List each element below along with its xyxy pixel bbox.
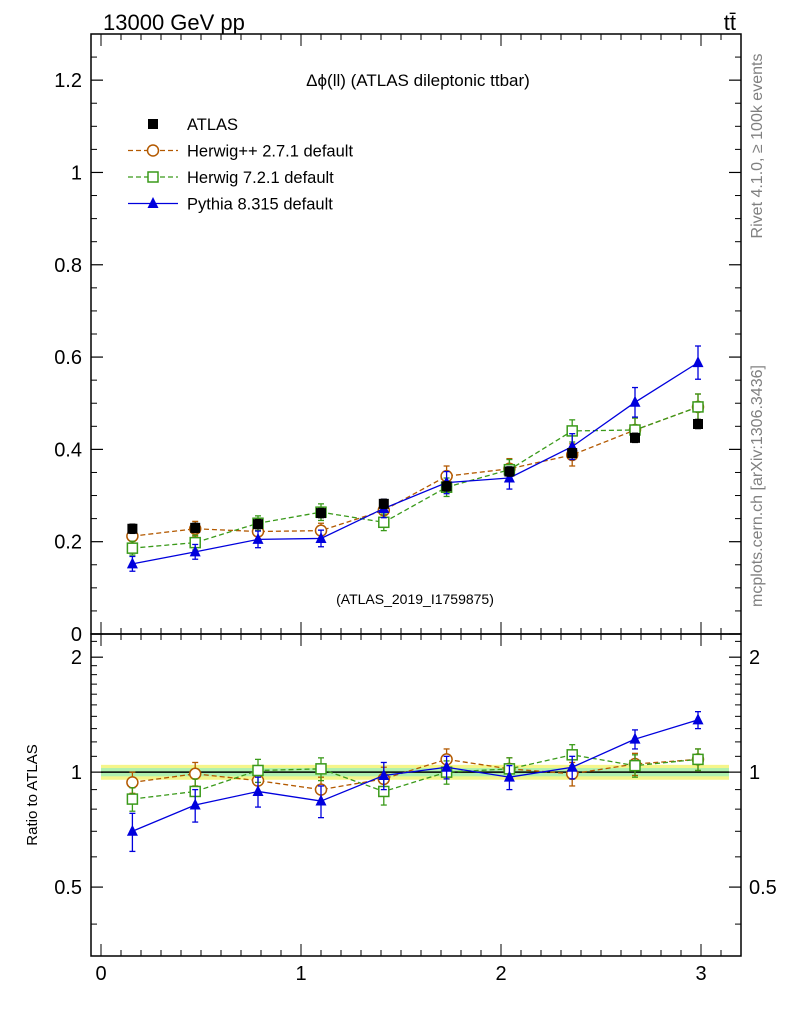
ratio-series [126, 711, 705, 853]
main-herwig-7-2-1-default-point [378, 516, 390, 529]
process-label: tt̄ [724, 10, 736, 35]
legend-herwig-7-2-1-default-marker [147, 171, 159, 183]
main-atlas-point [316, 508, 326, 519]
ratio-y-tick-label-right: 0.5 [749, 877, 777, 899]
ratio-herwig-7-2-1-default-point [126, 793, 139, 805]
ratio-y-axis-label: Ratio to ATLAS [24, 744, 41, 845]
ratio-axis-ticks [91, 634, 742, 956]
ratio-y-tick-label-right: 1 [749, 762, 760, 784]
main-pythia-8-315-default-point [315, 531, 327, 543]
ratio-herwig-7-2-1-default-point [315, 763, 327, 775]
main-atlas-point [693, 419, 703, 429]
ratio-pythia-8-315-default-point [252, 784, 264, 796]
main-series [126, 345, 705, 572]
main-atlas-point [504, 466, 515, 477]
ratio-herwig-2-7-1-default-point [188, 767, 202, 781]
ratio-y-tick-labels: 0.5 0.5 1 1 2 2 [54, 647, 777, 899]
main-axis-ticks [91, 34, 742, 635]
legend-herwig-2-7-1-default-label: Herwig++ 2.7.1 default [187, 143, 353, 161]
legend: ATLAS Herwig++ 2.7.1 default Herwig 7.2.1 … [128, 116, 353, 214]
ratio-herwig-2-7-1-default-point [126, 776, 139, 789]
ratio-pythia-8-315-default-point [503, 770, 515, 782]
ratio-herwig-7-2-1-default-point [692, 753, 704, 766]
chart-title: Δϕ(ll) (ATLAS dileptonic ttbar) [306, 71, 530, 90]
y-tick-label: 0 [71, 624, 82, 646]
x-tick-label: 2 [495, 963, 506, 985]
ratio-pythia-8-315-default-point [315, 794, 327, 806]
y-tick-label: 0.8 [54, 255, 82, 277]
mcplots-label: mcplots.cern.ch [arXiv:1306.3436] [749, 365, 766, 607]
main-pythia-8-315-default-point [503, 471, 515, 483]
ratio-pythia-8-315-default-point [378, 768, 390, 780]
main-pythia-8-315-default-point [629, 395, 641, 407]
main-atlas-point [190, 522, 201, 533]
main-herwig-7-2-1-default-line [132, 406, 699, 549]
y-tick-label: 1.2 [54, 70, 82, 92]
main-herwig-2-7-1-default-line [132, 406, 699, 537]
main-pythia-8-315-default-point [189, 545, 201, 557]
main-atlas-point [378, 498, 389, 509]
rivet-label: Rivet 4.1.0, ≥ 100k events [749, 54, 766, 239]
legend-atlas-label: ATLAS [187, 116, 238, 134]
y-tick-label: 1 [71, 162, 82, 184]
ratio-frame [90, 633, 742, 957]
ratio-pythia-8-315-default-point [189, 798, 201, 810]
x-tick-label: 0 [95, 963, 106, 985]
x-tick-label: 1 [295, 963, 306, 985]
ratio-herwig-7-2-1-default-line [132, 754, 699, 800]
ratio-panel: 0.5 0.5 1 1 2 2 0 1 2 3 Ratio to ATLAS [24, 633, 777, 985]
ratio-y-tick-label: 1 [71, 762, 82, 784]
ratio-pythia-8-315-default-point [629, 732, 641, 744]
ratio-pythia-8-315-default-point [126, 824, 138, 836]
main-pythia-8-315-default-point [126, 557, 138, 569]
main-atlas-point [127, 523, 138, 534]
main-pythia-8-315-default-point [252, 532, 264, 544]
main-atlas-point [441, 481, 452, 492]
main-herwig-7-2-1-default-point [126, 542, 139, 554]
ratio-pythia-8-315-default-point [441, 760, 453, 772]
ratio-pythia-8-315-default-line [132, 719, 699, 832]
main-y-tick-labels: 0 0.2 0.4 0.6 0.8 1 1.2 [54, 70, 82, 646]
y-tick-label: 0.6 [54, 347, 82, 369]
ratio-pythia-8-315-default-point [566, 760, 578, 772]
ratio-herwig-7-2-1-default-point [252, 764, 264, 777]
x-tick-labels: 0 1 2 3 [95, 963, 706, 985]
main-herwig-7-2-1-default-point [692, 401, 704, 413]
ratio-herwig-7-2-1-default-point [629, 759, 641, 772]
energy-label: 13000 GeV pp [103, 10, 245, 35]
ratio-pythia-8-315-default-point [692, 713, 704, 725]
ratio-y-tick-label: 2 [71, 647, 82, 669]
analysis-watermark: (ATLAS_2019_I1759875) [336, 591, 494, 607]
legend-pythia-8-315-default-label: Pythia 8.315 default [187, 196, 333, 214]
y-tick-label: 0.4 [54, 439, 82, 461]
legend-pythia-8-315-default-marker [147, 197, 159, 208]
main-atlas-point [253, 519, 263, 530]
main-pythia-8-315-default-point [692, 356, 704, 368]
main-pythia-8-315-default-line [132, 362, 699, 565]
ratio-y-tick-label: 0.5 [54, 877, 82, 899]
main-atlas-point [567, 448, 578, 459]
legend-herwig-2-7-1-default-marker [146, 144, 160, 157]
main-panel: 0 0.2 0.4 0.6 0.8 1 1.2 Δϕ(ll) (ATLAS dilepton… [54, 33, 742, 646]
x-tick-label: 3 [695, 963, 706, 985]
ratio-y-tick-label-right: 2 [749, 647, 760, 669]
main-atlas-point [630, 432, 640, 443]
legend-herwig-7-2-1-default-label: Herwig 7.2.1 default [187, 169, 334, 187]
y-tick-label: 0.2 [54, 532, 82, 554]
legend-atlas-marker [148, 119, 158, 129]
